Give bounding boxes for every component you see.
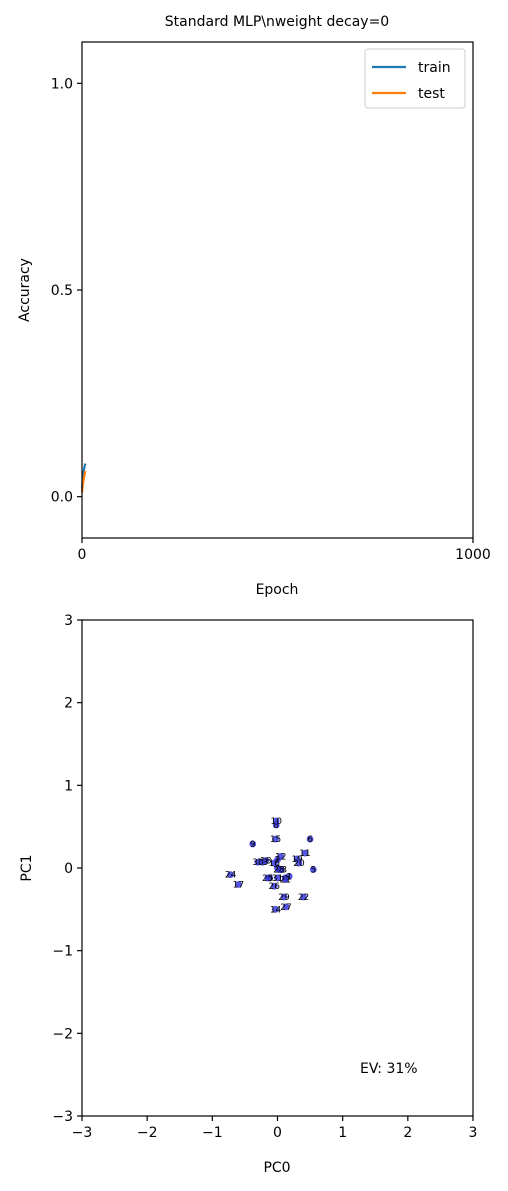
point-label: 27 — [280, 903, 291, 913]
x-tick-label: −3 — [72, 1125, 93, 1141]
x-tick-label: 1 — [338, 1125, 347, 1141]
y-tick-label: 0 — [64, 861, 73, 877]
legend: train test — [365, 49, 465, 108]
y-tick-label: −2 — [52, 1026, 73, 1042]
point-label: 29 — [278, 893, 290, 903]
point-label: 10 — [270, 817, 282, 827]
ev-annotation: EV: 31% — [360, 1061, 418, 1077]
x-tick-label: 3 — [469, 1125, 478, 1141]
point-label: 22 — [298, 893, 309, 903]
point-label: 15 — [270, 835, 281, 845]
x-tick-label: 2 — [403, 1125, 412, 1141]
point-label: 5 — [310, 866, 316, 876]
y-tick-label: 3 — [64, 613, 73, 629]
chart-title: Standard MLP\nweight decay=0 — [165, 14, 389, 30]
x-axis-label: PC0 — [263, 1160, 290, 1176]
x-tick-label: −2 — [137, 1125, 158, 1141]
y-tick-label: 1 — [64, 778, 73, 794]
x-tick-label: 0 — [78, 547, 87, 563]
x-axis-label: Epoch — [256, 582, 299, 598]
point-label: 24 — [225, 871, 237, 881]
legend-train-label: train — [418, 60, 451, 76]
y-axis-label: PC1 — [19, 854, 35, 881]
legend-frame — [365, 49, 465, 108]
point-label: 6 — [307, 835, 313, 845]
legend-test-label: test — [418, 86, 445, 102]
point-label: 17 — [233, 881, 244, 891]
point-label: 31 — [272, 874, 283, 884]
point-label: 9 — [250, 840, 256, 850]
point-label: 30 — [252, 858, 264, 868]
y-tick-label: 1.0 — [51, 76, 73, 92]
x-tick-label: 1000 — [455, 547, 491, 563]
x-tick-label: −1 — [202, 1125, 223, 1141]
y-tick-label: 2 — [64, 696, 73, 712]
y-tick-label: 0.0 — [51, 490, 73, 506]
y-axis-label: Accuracy — [17, 258, 33, 322]
y-tick-label: −1 — [52, 944, 73, 960]
x-tick-label: 0 — [273, 1125, 282, 1141]
y-tick-label: 0.5 — [51, 283, 73, 299]
y-tick-label: −3 — [52, 1109, 73, 1125]
point-label: 20 — [293, 859, 305, 869]
